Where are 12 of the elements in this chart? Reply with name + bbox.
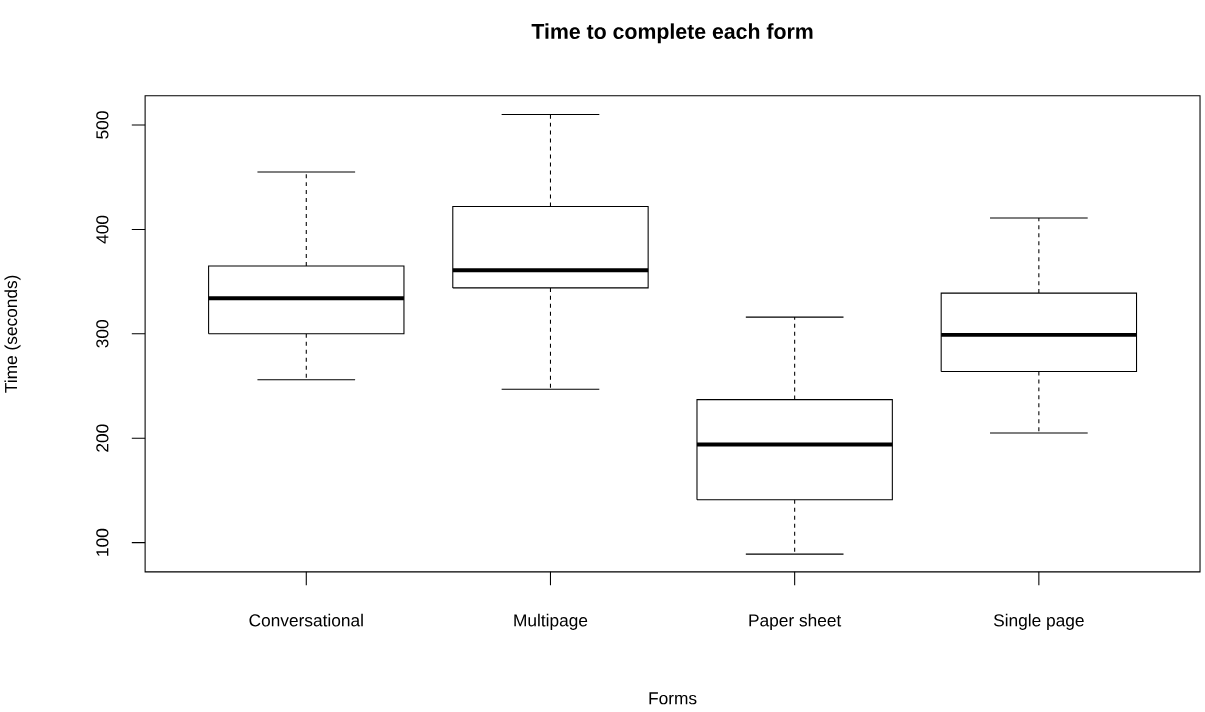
x-tick-label: Paper sheet (749, 614, 842, 631)
y-tick-label: 400 (96, 215, 109, 244)
y-tick-label: 200 (96, 424, 109, 452)
x-tick-label: Conversational (249, 614, 363, 627)
y-axis-title: Time (seconds) (4, 275, 21, 393)
x-axis-title: Forms (649, 692, 697, 705)
y-tick-label: 300 (96, 320, 109, 348)
chart-title: Time to complete each form (531, 23, 813, 44)
y-tick-label: 500 (96, 111, 109, 139)
x-tick-label: Multipage (514, 614, 588, 631)
y-tick-label: 100 (96, 529, 109, 556)
x-tick-label: Single page (993, 614, 1084, 631)
